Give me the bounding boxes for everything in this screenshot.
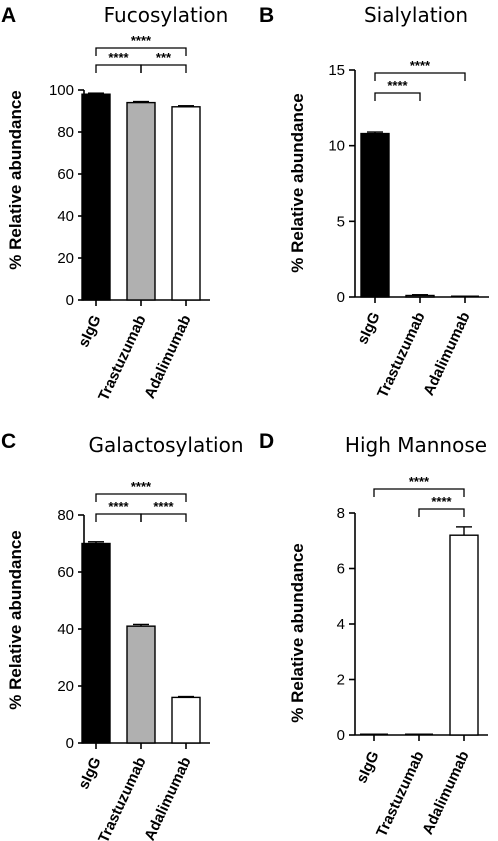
panel-letter: C — [1, 430, 16, 453]
y-tick-label: 15 — [328, 62, 345, 79]
panel-d: D High Mannose % Relative abundance 0 2 4 6 8 sI… — [259, 430, 488, 840]
significance-bracket — [95, 493, 187, 502]
significance-bracket — [373, 488, 465, 497]
bar-adalimumab — [171, 106, 201, 301]
significance-bracket — [374, 92, 421, 101]
x-category-label: sIgG — [353, 749, 382, 786]
x-category-label: Trastuzumab — [374, 310, 429, 401]
y-axis-label: % Relative abundance — [288, 93, 307, 273]
panel-b: B Sialylation % Relative abundance 0 5 10 15 sI… — [259, 3, 489, 401]
significance-label: **** — [131, 479, 152, 494]
y-axis-label: % Relative abundance — [6, 90, 25, 270]
panel-a: A Fucosylation % Relative abundance 0 20 40 60… — [1, 3, 228, 404]
bar-trastuzumab — [405, 294, 435, 298]
y-tick-label: 60 — [57, 166, 74, 183]
panel-c: C Galactosylation % Relative abundance 0 20 4… — [1, 430, 244, 841]
significance-label: **** — [409, 474, 430, 489]
x-category-label: sIgG — [75, 313, 104, 350]
x-category-label: Adalimumab — [419, 749, 472, 838]
panel-title: Fucosylation — [104, 3, 229, 27]
significance-label: *** — [156, 50, 172, 65]
y-tick-label: 8 — [337, 505, 345, 522]
significance-bracket — [95, 513, 142, 522]
panel-title: High Mannose — [345, 433, 487, 457]
panel-title: Galactosylation — [88, 433, 243, 457]
bar-sigg — [360, 132, 390, 298]
significance-label: **** — [153, 499, 174, 514]
y-tick-label: 0 — [66, 292, 74, 309]
significance-label: **** — [410, 58, 431, 73]
bar-sigg — [81, 93, 111, 301]
significance-bracket — [140, 513, 187, 522]
panel-letter: B — [259, 4, 274, 27]
significance-label: **** — [431, 494, 452, 509]
significance-label: **** — [387, 78, 408, 93]
bar-adalimumab — [449, 534, 479, 736]
x-category-label: Adalimumab — [420, 310, 473, 399]
y-tick-label: 40 — [57, 621, 74, 638]
y-tick-label: 20 — [57, 678, 74, 695]
significance-bracket — [95, 64, 142, 73]
significance-label: **** — [108, 499, 129, 514]
significance-bracket — [374, 72, 466, 81]
significance-bracket — [418, 508, 465, 517]
y-tick-label: 60 — [57, 564, 74, 581]
y-tick-label: 80 — [57, 507, 74, 524]
y-tick-label: 5 — [337, 213, 345, 230]
y-tick-label: 0 — [337, 289, 345, 306]
significance-bracket — [140, 64, 187, 73]
significance-label: **** — [108, 50, 129, 65]
bar-trastuzumab — [126, 625, 156, 744]
x-category-label: Adalimumab — [141, 313, 194, 402]
y-axis-label: % Relative abundance — [6, 530, 25, 710]
y-tick-label: 6 — [337, 561, 345, 578]
y-tick-label: 100 — [49, 82, 74, 99]
bar-trastuzumab — [126, 101, 156, 301]
panel-title: Sialylation — [364, 3, 468, 27]
y-tick-label: 40 — [57, 208, 74, 225]
x-category-label: sIgG — [354, 310, 383, 347]
y-tick-label: 80 — [57, 124, 74, 141]
y-tick-label: 4 — [337, 616, 345, 633]
significance-label: **** — [131, 33, 152, 48]
y-axis-label: % Relative abundance — [288, 543, 307, 723]
x-category-label: Adalimumab — [141, 755, 194, 841]
bar-adalimumab — [171, 696, 201, 744]
x-category-label: Trastuzumab — [373, 749, 428, 840]
x-category-label: Trastuzumab — [95, 313, 150, 404]
x-category-label: sIgG — [75, 755, 104, 792]
significance-bracket — [95, 47, 187, 56]
panel-letter: A — [1, 4, 16, 27]
y-tick-label: 0 — [337, 727, 345, 744]
bar-sigg — [81, 542, 111, 744]
y-tick-label: 20 — [57, 250, 74, 267]
panel-letter: D — [259, 430, 274, 453]
y-tick-label: 10 — [328, 138, 345, 155]
y-tick-label: 2 — [337, 672, 345, 689]
y-tick-label: 0 — [66, 735, 74, 752]
x-category-label: Trastuzumab — [95, 755, 150, 841]
